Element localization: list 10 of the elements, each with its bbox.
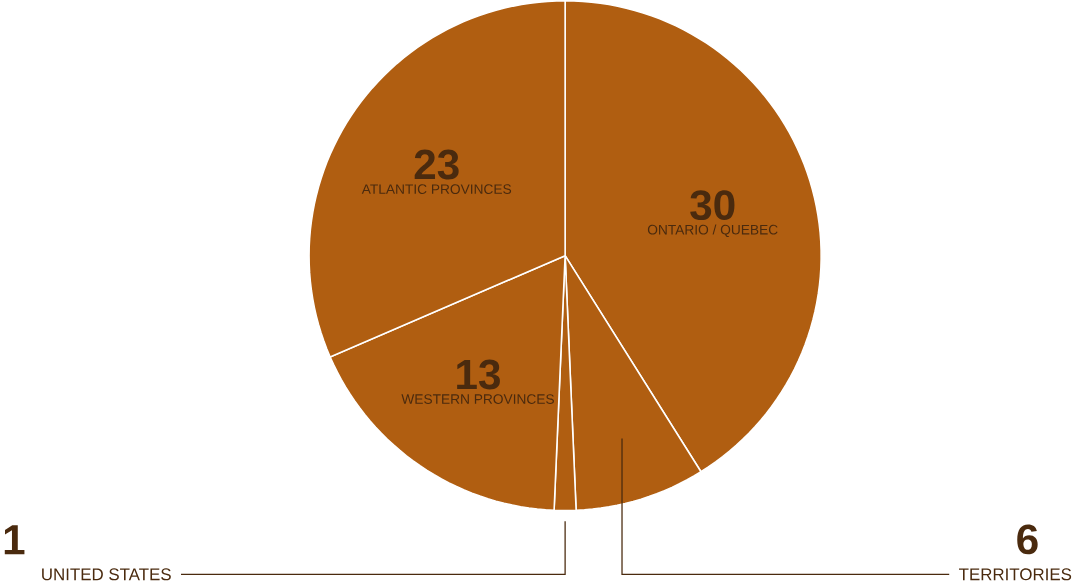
data-label: 13: [457, 359, 500, 390]
slice-label: TERRITORIES: [959, 568, 1072, 581]
slice-label: WESTERN PROVINCES: [401, 394, 554, 404]
data-label: 6: [1017, 524, 1038, 555]
slice-label: ATLANTIC PROVINCES: [361, 184, 512, 194]
slice-label: UNITED STATES: [42, 568, 171, 581]
slice-label: ONTARIO / QUEBEC: [647, 224, 778, 237]
data-label: 30: [690, 189, 735, 220]
data-label: 1: [4, 525, 25, 555]
data-label: 23: [414, 149, 459, 180]
